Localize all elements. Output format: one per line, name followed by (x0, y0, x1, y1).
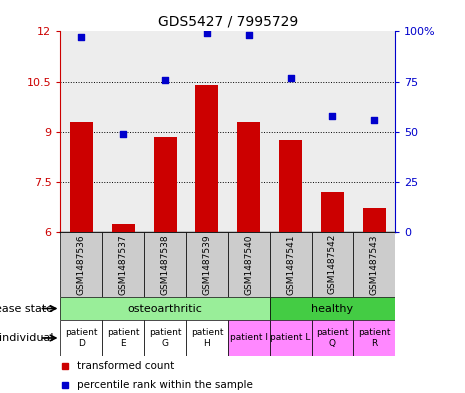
Bar (270, 320, 312, 356)
Bar (70, 122, 93, 232)
Bar (186, 31, 228, 232)
Bar (237, 122, 260, 232)
Point (78, 34, 85, 40)
Point (245, 32, 252, 39)
Bar (312, 31, 353, 232)
Bar (312, 232, 353, 297)
Point (371, 116, 378, 123)
Text: osteoarthritic: osteoarthritic (127, 303, 203, 314)
Text: patient I: patient I (230, 334, 268, 342)
Text: GSM1487540: GSM1487540 (244, 234, 253, 294)
Bar (102, 31, 144, 232)
Text: patient
D: patient D (65, 328, 98, 348)
Bar (195, 85, 219, 232)
Text: GSM1487539: GSM1487539 (202, 234, 212, 295)
Point (203, 30, 211, 37)
Text: healthy: healthy (312, 303, 353, 314)
Bar (312, 320, 353, 356)
Text: GSM1487538: GSM1487538 (160, 234, 170, 295)
Bar (186, 232, 228, 297)
Bar (363, 208, 386, 232)
Bar (353, 320, 395, 356)
Text: patient
E: patient E (107, 328, 140, 348)
Bar (102, 232, 144, 297)
Bar (279, 140, 302, 232)
Bar (102, 320, 144, 356)
Bar (144, 232, 186, 297)
Point (120, 130, 127, 137)
Bar (144, 320, 186, 356)
Bar (186, 320, 228, 356)
Bar (353, 232, 395, 297)
Bar (112, 224, 135, 232)
Text: individual: individual (0, 333, 53, 343)
Bar (228, 320, 270, 356)
Text: patient
H: patient H (191, 328, 223, 348)
Text: percentile rank within the sample: percentile rank within the sample (77, 380, 253, 390)
Text: patient
R: patient R (358, 328, 391, 348)
Bar (228, 232, 270, 297)
Text: GSM1487543: GSM1487543 (370, 234, 379, 294)
Bar (228, 31, 270, 232)
Bar (321, 192, 344, 232)
Bar (153, 137, 177, 232)
Point (287, 74, 294, 81)
Bar (270, 232, 312, 297)
Bar (60, 232, 102, 297)
Text: patient
Q: patient Q (316, 328, 349, 348)
Title: GDS5427 / 7995729: GDS5427 / 7995729 (158, 15, 298, 29)
Bar (60, 297, 270, 320)
Bar (144, 31, 186, 232)
Text: disease state: disease state (0, 303, 53, 314)
Point (329, 112, 336, 119)
Bar (270, 31, 312, 232)
Text: GSM1487541: GSM1487541 (286, 234, 295, 294)
Bar (270, 297, 395, 320)
Text: patient
G: patient G (149, 328, 181, 348)
Text: GSM1487537: GSM1487537 (119, 234, 128, 295)
Point (161, 76, 169, 83)
Text: patient L: patient L (271, 334, 311, 342)
Text: transformed count: transformed count (77, 361, 174, 371)
Bar (60, 31, 102, 232)
Text: GSM1487536: GSM1487536 (77, 234, 86, 295)
Bar (60, 320, 102, 356)
Text: GSM1487542: GSM1487542 (328, 234, 337, 294)
Bar (353, 31, 395, 232)
